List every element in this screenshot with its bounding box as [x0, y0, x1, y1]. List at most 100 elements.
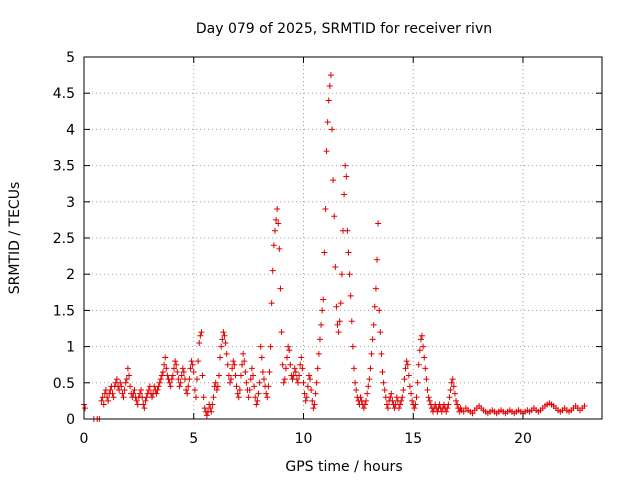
data-point	[381, 387, 388, 394]
data-point	[125, 372, 132, 379]
data-point	[225, 372, 232, 379]
data-point	[327, 72, 334, 79]
data-point	[233, 383, 240, 390]
data-point	[156, 379, 163, 386]
data-point	[255, 390, 262, 397]
data-point	[116, 387, 123, 394]
data-point	[300, 379, 307, 386]
data-point	[278, 329, 285, 336]
data-point	[378, 350, 385, 357]
data-point	[387, 394, 394, 401]
data-point	[138, 387, 145, 394]
y-tick-label: 3	[66, 195, 75, 211]
data-point	[413, 394, 420, 401]
data-point	[153, 390, 160, 397]
data-point	[133, 397, 140, 404]
data-point	[228, 376, 235, 383]
data-point	[281, 376, 288, 383]
data-point	[374, 256, 381, 263]
data-point	[320, 296, 327, 303]
data-point	[179, 365, 186, 372]
data-point	[297, 361, 304, 368]
data-point	[242, 368, 249, 375]
data-point	[192, 394, 199, 401]
data-point	[167, 383, 174, 390]
data-point	[447, 387, 454, 394]
data-point	[257, 343, 264, 350]
data-point	[209, 401, 216, 408]
data-point	[166, 379, 173, 386]
data-point	[196, 339, 203, 346]
data-point	[324, 119, 331, 126]
x-tick-label: 20	[514, 431, 532, 447]
data-point	[194, 376, 201, 383]
data-point	[118, 383, 125, 390]
data-point	[361, 401, 368, 408]
data-point	[187, 365, 194, 372]
data-point	[169, 372, 176, 379]
data-point	[230, 358, 237, 365]
data-point	[318, 321, 325, 328]
data-point	[234, 390, 241, 397]
y-tick-label: 2	[66, 267, 75, 283]
data-point	[122, 379, 129, 386]
data-point	[308, 387, 315, 394]
data-point	[158, 372, 165, 379]
data-point	[403, 358, 410, 365]
data-point	[229, 365, 236, 372]
data-point	[329, 126, 336, 133]
x-tick-label: 15	[404, 431, 422, 447]
data-point	[322, 206, 329, 213]
data-point	[342, 162, 349, 169]
data-point	[223, 350, 230, 357]
y-tick-label: 4	[66, 122, 75, 138]
x-tick-label: 0	[80, 431, 89, 447]
data-point	[130, 390, 137, 397]
data-point	[232, 372, 239, 379]
data-point	[174, 368, 181, 375]
data-point	[164, 372, 171, 379]
data-point	[344, 227, 351, 234]
data-point	[451, 390, 458, 397]
data-point	[113, 376, 120, 383]
data-point	[191, 387, 198, 394]
data-point	[142, 397, 149, 404]
data-point	[366, 376, 373, 383]
data-point	[154, 387, 161, 394]
data-point	[450, 383, 457, 390]
data-point	[207, 405, 214, 412]
data-point	[293, 376, 300, 383]
data-point	[369, 336, 376, 343]
data-point	[319, 307, 326, 314]
data-point	[341, 191, 348, 198]
data-point	[189, 361, 196, 368]
data-point	[213, 387, 220, 394]
data-point	[250, 372, 257, 379]
data-point	[203, 412, 210, 419]
data-point	[217, 354, 224, 361]
data-point	[253, 401, 260, 408]
data-point	[251, 383, 258, 390]
data-point	[127, 383, 134, 390]
data-point	[180, 368, 187, 375]
data-point	[240, 350, 247, 357]
data-point	[353, 387, 360, 394]
data-point	[271, 227, 278, 234]
data-point	[161, 361, 168, 368]
data-points	[81, 72, 588, 422]
data-point	[287, 361, 294, 368]
data-point	[309, 397, 316, 404]
data-point	[173, 361, 180, 368]
data-point	[256, 379, 263, 386]
data-point	[184, 390, 191, 397]
data-point	[285, 343, 292, 350]
data-point	[290, 372, 297, 379]
data-point	[321, 249, 328, 256]
data-point	[314, 365, 321, 372]
data-point	[349, 343, 356, 350]
data-point	[347, 292, 354, 299]
data-point	[332, 263, 339, 270]
data-point	[273, 216, 280, 223]
x-tick-label: 10	[295, 431, 313, 447]
data-point	[302, 397, 309, 404]
